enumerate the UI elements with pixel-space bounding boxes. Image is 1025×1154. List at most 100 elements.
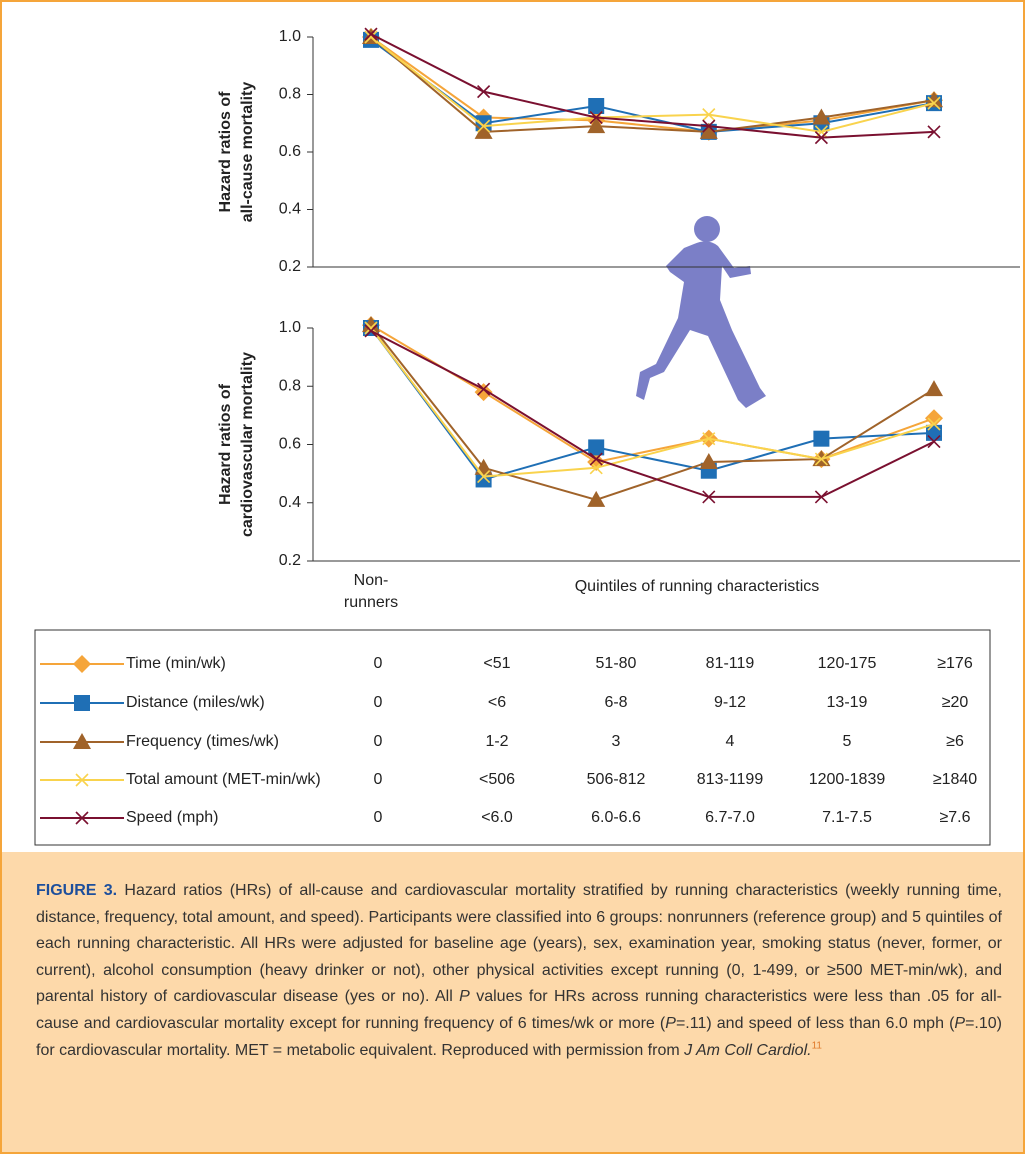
data-point [474, 122, 493, 139]
caption-text: 11 [811, 1040, 822, 1052]
caption-box: FIGURE 3. Hazard ratios (HRs) of all-cau… [2, 852, 1023, 1152]
legend-marker [75, 773, 89, 787]
table-cell: 7.1-7.5 [822, 809, 872, 826]
table-cell: <51 [483, 655, 510, 672]
data-point [588, 98, 605, 114]
runner-icon [636, 216, 766, 408]
y-tick-label: 0.4 [279, 201, 301, 218]
caption-text: =.10) for cardiovascular mortality. MET … [36, 1014, 1002, 1059]
data-point [587, 117, 606, 134]
legend-marker [73, 655, 91, 673]
table-cell: 120-175 [818, 655, 877, 672]
data-point [364, 27, 378, 41]
caption-text: FIGURE 3. [36, 882, 118, 899]
table-cell: 81-119 [706, 655, 755, 672]
legend-label: Frequency (times/wk) [126, 733, 279, 750]
data-point [813, 430, 830, 447]
data-point [702, 432, 716, 446]
y-tick-label: 0.4 [279, 494, 301, 511]
data-point [927, 435, 941, 449]
y-axis-label: Hazard ratios of [217, 91, 234, 213]
table-cell: ≥1840 [933, 771, 977, 788]
data-point [702, 108, 716, 122]
table-cell: 1200-1839 [809, 771, 886, 788]
x-tick-label-line: Non- [354, 572, 389, 589]
y-tick-label: 0.8 [279, 86, 301, 103]
data-point [364, 324, 378, 338]
series-line [370, 36, 935, 133]
y-tick-label: 1.0 [279, 319, 301, 336]
y-tick-label: 0.6 [279, 436, 301, 453]
table-cell: 1-2 [485, 733, 508, 750]
caption-text: P [459, 988, 470, 1006]
data-point [477, 119, 491, 133]
y-axis-label: Hazard ratios of [217, 383, 234, 505]
y-tick-label: 0.2 [279, 258, 301, 275]
data-point [925, 380, 943, 397]
data-point [587, 490, 606, 507]
table-cell: ≥7.6 [939, 809, 970, 826]
table-cell: 4 [726, 733, 735, 750]
data-point [812, 108, 831, 125]
series-line [370, 330, 935, 498]
series-line [370, 324, 935, 501]
data-point [927, 96, 941, 110]
data-point [589, 452, 603, 466]
y-tick-label: 0.2 [279, 552, 301, 569]
table-cell: 0 [374, 733, 383, 750]
table-cell: 3 [612, 733, 621, 750]
legend-label: Time (min/wk) [126, 655, 226, 672]
table-cell: 5 [843, 733, 852, 750]
y-tick-label: 1.0 [279, 28, 301, 45]
table-cell: 6.7-7.0 [705, 809, 755, 826]
table-cell: 0 [374, 771, 383, 788]
data-point [926, 424, 942, 441]
table-cell: ≥6 [946, 733, 964, 750]
x-axis-label: Quintiles of running characteristics [575, 578, 820, 595]
table-cell: <6.0 [481, 809, 513, 826]
data-point [477, 85, 491, 99]
legend-label: Total amount (MET-min/wk) [126, 771, 321, 788]
data-point [364, 30, 378, 44]
table-cell: 13-19 [827, 694, 868, 711]
table-cell: 6-8 [604, 694, 627, 711]
y-axis-label: cardiovascular mortality [239, 352, 256, 537]
table-cell: 0 [374, 809, 383, 826]
table-cell: 813-1199 [697, 771, 764, 788]
table-cell: 51-80 [596, 655, 637, 672]
data-point [362, 316, 380, 333]
series-line [370, 33, 935, 139]
table-cell: <6 [488, 694, 506, 711]
series-line [370, 36, 935, 133]
legend-marker [73, 733, 91, 749]
y-axis-label: all-cause mortality [239, 82, 256, 223]
legend-label: Speed (mph) [126, 809, 219, 826]
data-point [702, 119, 716, 133]
data-point [699, 452, 718, 469]
table-cell: <506 [479, 771, 515, 788]
caption-text: P [665, 1014, 676, 1032]
y-tick-label: 0.6 [279, 143, 301, 160]
table-cell: 0 [374, 655, 383, 672]
table-cell: 506-812 [587, 771, 646, 788]
data-point [589, 110, 603, 125]
data-point [927, 417, 941, 431]
data-point [588, 439, 605, 456]
caption-text: J Am Coll Cardiol. [684, 1041, 812, 1059]
caption-text: P [954, 1014, 966, 1032]
table-cell: 6.0-6.6 [591, 809, 641, 826]
caption: FIGURE 3. Hazard ratios (HRs) of all-cau… [36, 878, 1002, 1064]
series-line [370, 36, 935, 133]
x-tick-label-line: runners [344, 594, 398, 611]
caption-text: =.11) and speed of less than 6.0 mph ( [675, 1014, 955, 1032]
table-cell: 0 [374, 694, 383, 711]
data-point [814, 490, 828, 504]
caption-text: values for HRs across running characteri… [36, 988, 1002, 1032]
series-line [370, 327, 935, 481]
data-point [699, 122, 718, 139]
legend-marker [75, 811, 89, 825]
data-point [814, 125, 828, 139]
caption-text: Hazard ratios (HRs) of all-cause and car… [36, 882, 1002, 1006]
